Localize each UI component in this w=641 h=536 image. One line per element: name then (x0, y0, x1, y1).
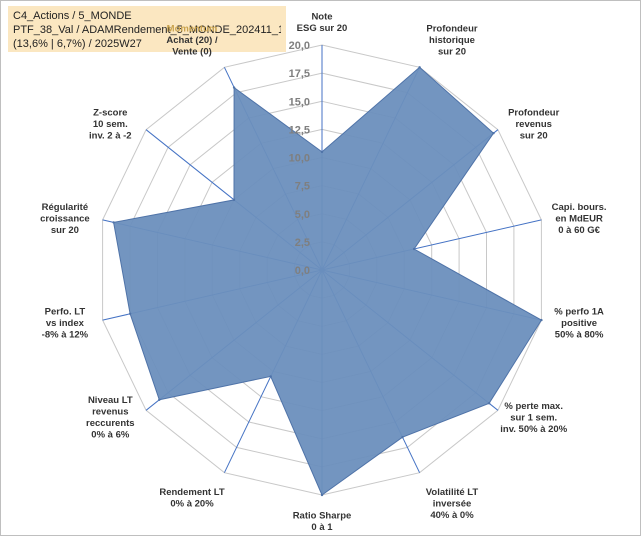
axis-label-line: ESG sur 20 (297, 23, 348, 34)
axis-label-line: Rendement LT (159, 487, 224, 498)
series-point (320, 493, 324, 497)
title-line-2: PTF_38_Val / ADAMRendement_5_MONDE_20241… (13, 24, 281, 36)
title-line-1: C4_Actions / 5_MONDE (13, 10, 132, 22)
axis-label-line: inversée (433, 499, 472, 510)
series-point (158, 398, 161, 401)
series-point (112, 221, 115, 224)
axis-label-line: sur 1 sem. (510, 412, 557, 423)
axis-label: Ratio Sharpe 0 à 1 (293, 511, 352, 534)
axis-label-line: Capi. bours. (552, 202, 607, 213)
radar-axis-labels: Note ESG sur 20 Profondeur historique sur 20… (40, 12, 606, 534)
axis-label: Rendement LT 0% à 20% (159, 487, 224, 510)
axis-label: Régularité croissance sur 20 (40, 202, 90, 236)
axis-label-line: 0 à 60 G€ (558, 225, 600, 236)
axis-label: Note ESG sur 20 (297, 12, 348, 35)
series-point (492, 132, 495, 135)
axis-label-line: reccurents (86, 418, 135, 429)
series-point (232, 198, 236, 202)
tick-label: 12,5 (289, 124, 310, 136)
title-line-3: (13,6% | 6,7%) / 2025W27 (13, 38, 142, 50)
series-area (113, 66, 543, 496)
axis-label-line: Profondeur (508, 108, 559, 119)
axis-label: Niveau LT revenus reccurents 0% à 6% (86, 395, 135, 441)
axis-label-line: croissance (40, 214, 90, 225)
axis-label-line: Ratio Sharpe (293, 511, 352, 522)
axis-label-line: inv. 50% à 20% (500, 424, 567, 435)
axis-label-line: Perfo. LT (45, 307, 86, 318)
series-point (540, 318, 543, 322)
axis-label-line: sur 20 (51, 225, 79, 236)
chart-title-box: C4_Actions / 5_MONDE PTF_38_Val / ADAMRe… (8, 6, 286, 52)
radar-tick-labels: 0,0 2,5 5,0 7,5 10,0 12,5 15,0 17,5 20,0 (289, 40, 310, 277)
tick-label: 5,0 (295, 209, 310, 221)
axis-label-line: Niveau LT (88, 395, 133, 406)
axis-label: % perte max. sur 1 sem. inv. 50% à 20% (500, 401, 567, 435)
axis-label: Momentum Achat (20) / Vente (0) (166, 23, 218, 57)
axis-label: Perfo. LT vs index -8% à 12% (42, 307, 89, 341)
axis-label-line: Volatilité LT (426, 487, 479, 498)
series-point (418, 66, 421, 69)
axis-label-line: 0 à 1 (311, 522, 333, 533)
axis-label: Profondeur historique sur 20 (426, 23, 477, 57)
axis-label-line: en MdEUR (555, 214, 603, 225)
axis-label-line: Régularité (42, 202, 88, 213)
axis-label-line: Z-score (93, 108, 127, 119)
series-point (401, 436, 404, 439)
radar-series (112, 66, 543, 497)
axis-label-line: revenus (92, 407, 128, 418)
axis-label-line: -8% à 12% (42, 330, 89, 341)
axis-label-line: 40% à 0% (430, 510, 474, 521)
axis-label-line: 10 sem. (93, 119, 128, 130)
axis-label-line: revenus (515, 119, 551, 130)
series-point (320, 150, 324, 154)
axis-label-line: Achat (20) / (166, 35, 218, 46)
series-point (487, 402, 491, 405)
axis-label-line: positive (561, 318, 597, 329)
axis-label-line: vs index (46, 318, 85, 329)
axis-label-line: Momentum (167, 23, 218, 34)
series-point (412, 247, 416, 251)
axis-label: Capi. bours. en MdEUR 0 à 60 G€ (552, 202, 607, 236)
series-point (269, 375, 272, 378)
axis-label-line: sur 20 (520, 131, 548, 142)
tick-label: 20,0 (289, 40, 310, 52)
tick-label: 10,0 (289, 153, 310, 165)
axis-label: Profondeur revenus sur 20 (508, 108, 559, 142)
tick-label: 17,5 (289, 68, 310, 80)
axis-label-line: Vente (0) (172, 46, 212, 57)
axis-label-line: 50% à 80% (555, 330, 604, 341)
series-point (128, 312, 132, 315)
axis-label-line: sur 20 (438, 46, 466, 57)
axis-label: Z-score 10 sem. inv. 2 à -2 (89, 108, 132, 142)
axis-label-line: % perfo 1A (554, 307, 604, 318)
axis-label: % perfo 1A positive 50% à 80% (554, 307, 604, 341)
tick-label: 0,0 (295, 265, 310, 277)
axis-label-line: Profondeur (426, 23, 477, 34)
series-point (232, 86, 236, 89)
tick-label: 2,5 (295, 237, 310, 249)
tick-label: 7,5 (295, 181, 310, 193)
axis-label-line: historique (429, 35, 475, 46)
axis-label-line: % perte max. (504, 401, 563, 412)
tick-label: 15,0 (289, 96, 310, 108)
axis-label: Volatilité LT inversée 40% à 0% (426, 487, 479, 521)
axis-label-line: Note (311, 12, 332, 23)
axis-label-line: 0% à 20% (170, 499, 214, 510)
axis-label-line: inv. 2 à -2 (89, 131, 132, 142)
axis-label-line: 0% à 6% (91, 430, 130, 441)
